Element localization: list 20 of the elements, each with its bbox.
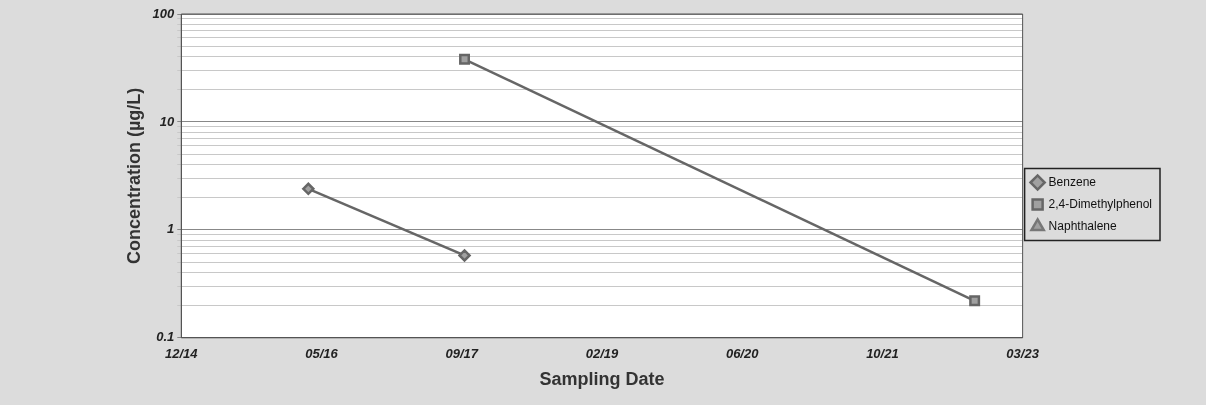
legend-label: Naphthalene xyxy=(1048,218,1117,233)
y-tick-label: 1 xyxy=(167,221,175,237)
x-tick-label: 12/14 xyxy=(165,346,199,362)
point xyxy=(969,295,981,307)
y-axis-title: Concentration (µg/L) xyxy=(123,87,144,265)
y-tick-label: 0.1 xyxy=(156,329,175,345)
point xyxy=(302,182,315,196)
point xyxy=(458,249,471,262)
legend-label: Benzene xyxy=(1048,174,1097,189)
x-tick-label: 06/20 xyxy=(725,346,760,362)
x-tick-label: 09/17 xyxy=(445,346,479,362)
x-axis-title: Sampling Date xyxy=(539,369,665,390)
x-tick-label: 03/23 xyxy=(1006,346,1040,362)
x-tick-label: 02/19 xyxy=(585,346,619,362)
y-tick-label: 10 xyxy=(159,113,176,129)
x-tick-label: 10/21 xyxy=(866,346,899,362)
legend-label: 2,4-Dimethylphenol xyxy=(1048,196,1152,211)
y-tick-label: 100 xyxy=(152,5,176,21)
point xyxy=(459,53,471,65)
x-tick-label: 05/16 xyxy=(305,346,339,362)
